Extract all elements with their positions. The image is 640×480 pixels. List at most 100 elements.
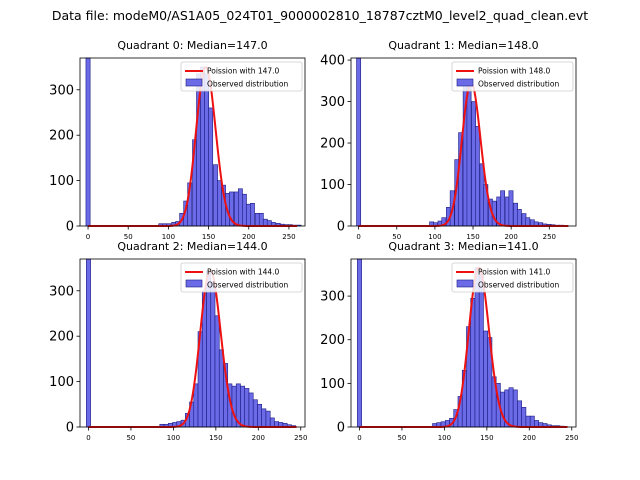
y-tick-label: 300: [49, 284, 74, 299]
x-tick-label: 50: [397, 434, 406, 442]
x-tick-label: 100: [167, 434, 180, 442]
x-tick-label: 0: [356, 233, 360, 241]
axes-frame: [350, 57, 577, 227]
x-tick-label: 200: [504, 233, 517, 241]
x-tick-label: 100: [438, 434, 451, 442]
y-tick-label: 100: [49, 174, 74, 189]
x-tick-label: 0: [86, 434, 90, 442]
y-tick-label: 300: [320, 95, 345, 110]
histogram-bar: [231, 385, 237, 428]
histogram-bar: [193, 383, 199, 428]
x-tick-label: 50: [392, 233, 401, 241]
legend-observed-label: Observed distribution: [478, 80, 559, 89]
y-tick-label: 300: [320, 290, 345, 305]
histogram-bar: [206, 270, 212, 428]
legend-observed-label: Observed distribution: [207, 80, 288, 89]
histogram-bar: [213, 164, 218, 227]
histogram-bar: [483, 330, 488, 428]
y-tick-label: 200: [320, 333, 345, 348]
legend-observed-swatch: [456, 279, 474, 288]
y-tick-label: 0: [337, 220, 345, 235]
x-tick-label: 200: [242, 233, 255, 241]
histogram-bar: [517, 400, 522, 428]
legend-observed-swatch: [185, 279, 203, 288]
y-tick-label: 100: [320, 178, 345, 193]
histogram-bar: [508, 190, 514, 227]
histogram-bar: [525, 415, 531, 428]
histogram-bar: [244, 388, 250, 428]
histogram-bar: [525, 217, 531, 227]
x-tick-label: 250: [282, 233, 295, 241]
x-tick-label: 150: [480, 434, 493, 442]
legend-box: [451, 61, 574, 92]
histogram-bar: [258, 212, 264, 227]
y-tick-label: 200: [49, 129, 74, 144]
axes-frame: [79, 57, 306, 227]
legend-observed-label: Observed distribution: [207, 281, 288, 290]
histogram-bar: [470, 297, 476, 428]
y-tick-label: 200: [320, 137, 345, 152]
x-tick-label: 50: [126, 434, 135, 442]
histogram-bar: [261, 408, 267, 428]
y-tick-label: 100: [320, 377, 345, 392]
x-tick-label: 200: [252, 434, 265, 442]
x-tick-label: 250: [565, 434, 578, 442]
legend-box: [180, 61, 303, 92]
x-tick-label: 50: [124, 233, 133, 241]
histogram-bar: [233, 191, 239, 227]
histogram-bar: [529, 415, 535, 428]
histogram-bar: [242, 193, 247, 227]
quadrant-2-panel: 0 50 100 150 200 250 0 100 200 300 Quadrant 2: Med…: [49, 240, 307, 442]
quadrant-1-panel: 0 50 100 150 200 250 0 100 200 300 400 Quadrant 1: …: [320, 39, 577, 241]
histogram-bar: [257, 403, 262, 428]
quadrant-title: Quadrant 0: Median=147.0: [117, 39, 267, 52]
figure-title: Data file: modeM0/AS1A05_024T01_90000028…: [51, 8, 589, 23]
histogram-bar: [250, 202, 255, 227]
legend-observed-swatch: [185, 78, 203, 87]
x-tick-label: 100: [162, 233, 175, 241]
histogram-bar: [217, 180, 222, 227]
histogram-spike-bar: [356, 57, 362, 227]
histogram-bar: [254, 212, 260, 227]
histogram-bar: [516, 209, 522, 227]
x-tick-label: 0: [86, 233, 90, 241]
legend-observed-swatch: [456, 78, 474, 87]
histogram-bar: [508, 387, 514, 428]
histogram-bar: [248, 392, 254, 428]
histogram-bar: [475, 126, 480, 227]
axes-frame: [350, 258, 577, 428]
histogram-bar: [262, 218, 268, 227]
histogram-bar: [478, 273, 484, 428]
y-tick-label: 300: [49, 83, 74, 98]
quadrant-0-panel: 0 50 100 150 200 250 0 100 200 300 Quadrant 0: Med…: [49, 39, 306, 241]
quadrant-title: Quadrant 2: Median=144.0: [117, 240, 267, 253]
histogram-bar: [214, 315, 220, 428]
y-tick-label: 200: [49, 330, 74, 345]
x-tick-label: 150: [209, 434, 222, 442]
histogram-bar: [246, 203, 251, 227]
histogram-bar: [521, 407, 527, 428]
quadrant-3-panel: 0 50 100 150 200 250 0 100 200 300 Quadrant 3: Med…: [320, 240, 578, 442]
histogram-spike-bar: [86, 258, 91, 428]
x-tick-label: 150: [466, 233, 479, 241]
histogram-bar: [252, 399, 258, 428]
histogram-bar: [269, 417, 275, 428]
legend-observed-label: Observed distribution: [478, 281, 559, 290]
quadrant-title: Quadrant 1: Median=148.0: [388, 39, 538, 52]
axes-frame: [79, 258, 306, 428]
legend-box: [180, 262, 303, 293]
x-tick-label: 150: [202, 233, 215, 241]
y-tick-label: 0: [66, 220, 74, 235]
histogram-bar: [218, 349, 224, 428]
histogram-bar: [208, 107, 214, 227]
x-tick-label: 100: [428, 233, 441, 241]
histogram-spike-bar: [85, 57, 91, 227]
quadrant-title: Quadrant 3: Median=141.0: [388, 240, 538, 253]
x-tick-label: 0: [357, 434, 361, 442]
histogram-bar: [238, 188, 243, 227]
histogram-bar: [500, 190, 505, 227]
legend-box: [451, 262, 574, 293]
x-tick-label: 250: [543, 233, 556, 241]
histogram-bar: [265, 410, 271, 428]
